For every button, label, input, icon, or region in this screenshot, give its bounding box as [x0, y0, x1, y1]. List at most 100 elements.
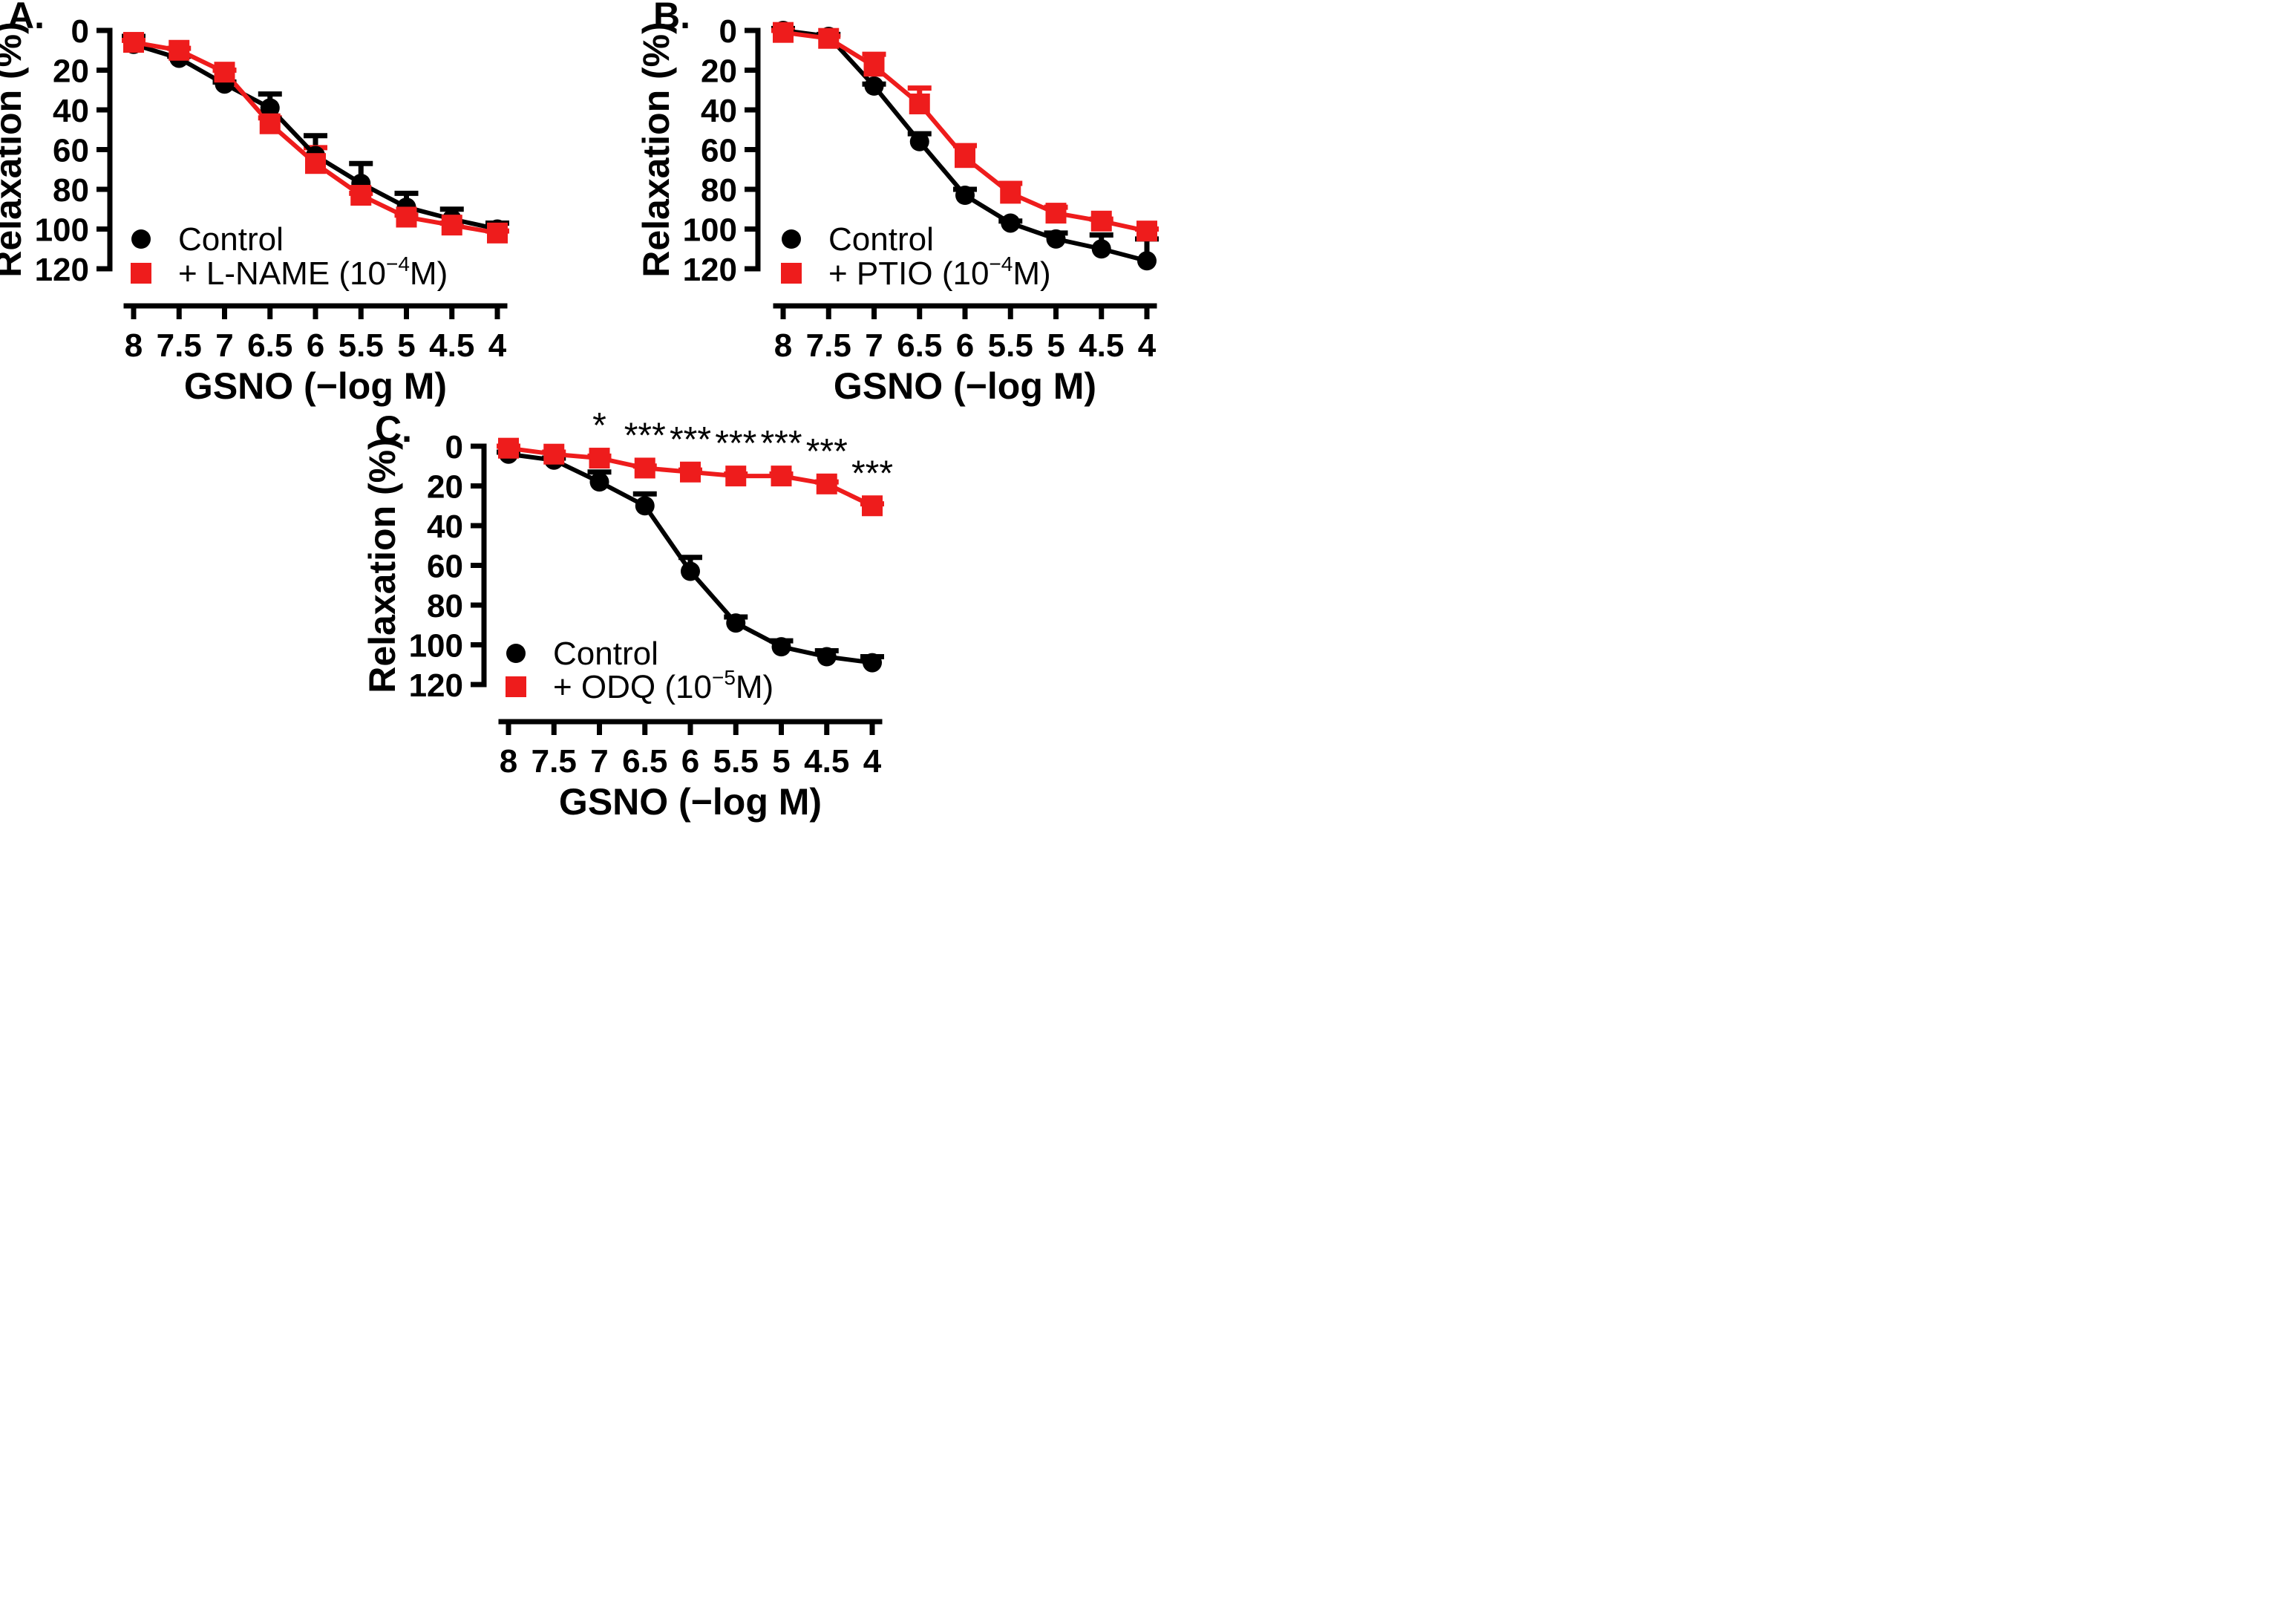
y-tick-label: 60 [701, 133, 737, 169]
legend-treatment-label: + PTIO (10−4M) [828, 252, 1051, 292]
legend-control-label: Control [553, 636, 658, 672]
y-tick-label: 40 [701, 93, 737, 129]
panel-label: A. [7, 0, 45, 36]
treatment-point [305, 153, 326, 174]
x-tick-label: 7 [865, 327, 883, 364]
x-tick-label: 7.5 [806, 327, 851, 364]
x-tick-label: 4.5 [1079, 327, 1124, 364]
y-tick-label: 40 [53, 93, 89, 129]
legend-treatment-label: + ODQ (10−5M) [553, 666, 773, 705]
panel-b: B. 0 20 40 60 80 100 120 Relaxation (%) 8 7.5 7 6.5 6… [635, 0, 2296, 769]
x-axis-title: GSNO (−log M) [184, 365, 447, 407]
control-point [1046, 229, 1066, 249]
treatment-point [773, 22, 794, 43]
y-tick-label: 120 [35, 252, 89, 288]
legend-control-marker [506, 644, 526, 663]
x-tick-label: 7 [590, 743, 608, 780]
y-tick-label: 80 [427, 588, 463, 624]
treatment-point [214, 62, 235, 83]
treatment-point [169, 39, 190, 61]
x-tick-label: 8 [125, 327, 143, 364]
treatment-point [862, 495, 883, 517]
control-point [1001, 213, 1021, 233]
x-tick-label: 7 [215, 327, 233, 364]
y-axis-title: Relaxation (%) [0, 22, 29, 278]
x-tick-label: 6.5 [247, 327, 292, 364]
significance-label: *** [715, 424, 756, 463]
treatment-point [1045, 203, 1067, 224]
treatment-point [123, 32, 144, 53]
x-tick-label: 8 [774, 327, 792, 364]
treatment-point [589, 448, 610, 469]
x-tick-label: 4 [488, 327, 507, 364]
treatment-point [543, 443, 565, 465]
legend-control-label: Control [178, 221, 284, 258]
treatment-point [487, 222, 508, 244]
y-tick-label: 80 [701, 172, 737, 209]
treatment-point [634, 457, 655, 479]
significance-label: *** [760, 424, 802, 463]
x-tick-label: 4 [1138, 327, 1157, 364]
control-point [635, 496, 655, 516]
significance-label: *** [806, 432, 848, 471]
y-tick-label: 120 [409, 667, 463, 704]
significance-label: *** [851, 454, 893, 493]
treatment-point [725, 466, 747, 487]
legend-treatment-marker [506, 676, 526, 697]
treatment-point [771, 466, 792, 487]
treatment-point [1136, 221, 1157, 242]
treatment-point [1000, 183, 1021, 204]
y-tick-label: 120 [683, 252, 737, 288]
x-tick-label: 5 [1047, 327, 1064, 364]
control-point [771, 637, 791, 657]
y-tick-label: 20 [53, 53, 89, 90]
treatment-point [955, 147, 975, 169]
x-tick-label: 6 [307, 327, 324, 364]
x-tick-label: 6.5 [897, 327, 942, 364]
control-point [864, 76, 884, 96]
x-tick-label: 6.5 [622, 743, 667, 780]
treatment-point [909, 93, 930, 114]
x-tick-label: 5 [397, 327, 415, 364]
x-tick-label: 7.5 [157, 327, 202, 364]
y-tick-label: 40 [427, 509, 463, 545]
significance-label: * [592, 406, 606, 445]
legend-treatment-marker [781, 263, 802, 284]
x-tick-label: 4 [863, 743, 882, 780]
treatment-point [816, 473, 837, 494]
y-tick-label: 0 [719, 13, 737, 50]
x-axis-title: GSNO (−log M) [834, 365, 1096, 407]
treatment-point [259, 113, 281, 134]
treatment-point [680, 461, 701, 483]
x-tick-label: 5.5 [713, 743, 759, 780]
y-tick-label: 100 [409, 628, 463, 664]
significance-label: *** [624, 416, 666, 455]
x-tick-label: 5 [772, 743, 790, 780]
y-tick-label: 100 [683, 212, 737, 249]
x-tick-label: 5.5 [338, 327, 384, 364]
control-point [955, 186, 975, 206]
treatment-point [863, 56, 885, 77]
x-axis-title: GSNO (−log M) [559, 781, 822, 823]
panel-label: B. [653, 0, 690, 36]
treatment-point [1090, 210, 1112, 232]
y-tick-label: 80 [53, 172, 89, 209]
panel-label: C. [375, 408, 412, 450]
y-tick-label: 0 [71, 13, 89, 50]
panel-c: C. 0 20 40 60 80 100 120 Relaxation (%) 8 7.5 7 6.5 6… [362, 406, 1920, 1597]
treatment-point [818, 27, 840, 49]
control-point [863, 653, 882, 673]
x-tick-label: 7.5 [532, 743, 577, 780]
y-tick-label: 60 [53, 133, 89, 169]
control-point [589, 472, 609, 492]
control-point [681, 561, 700, 581]
control-point [1137, 251, 1157, 271]
legend-treatment-marker [131, 263, 151, 284]
control-point [1091, 239, 1111, 259]
control-point [909, 131, 929, 151]
legend-control-label: Control [828, 221, 934, 258]
y-tick-label: 0 [445, 429, 463, 466]
